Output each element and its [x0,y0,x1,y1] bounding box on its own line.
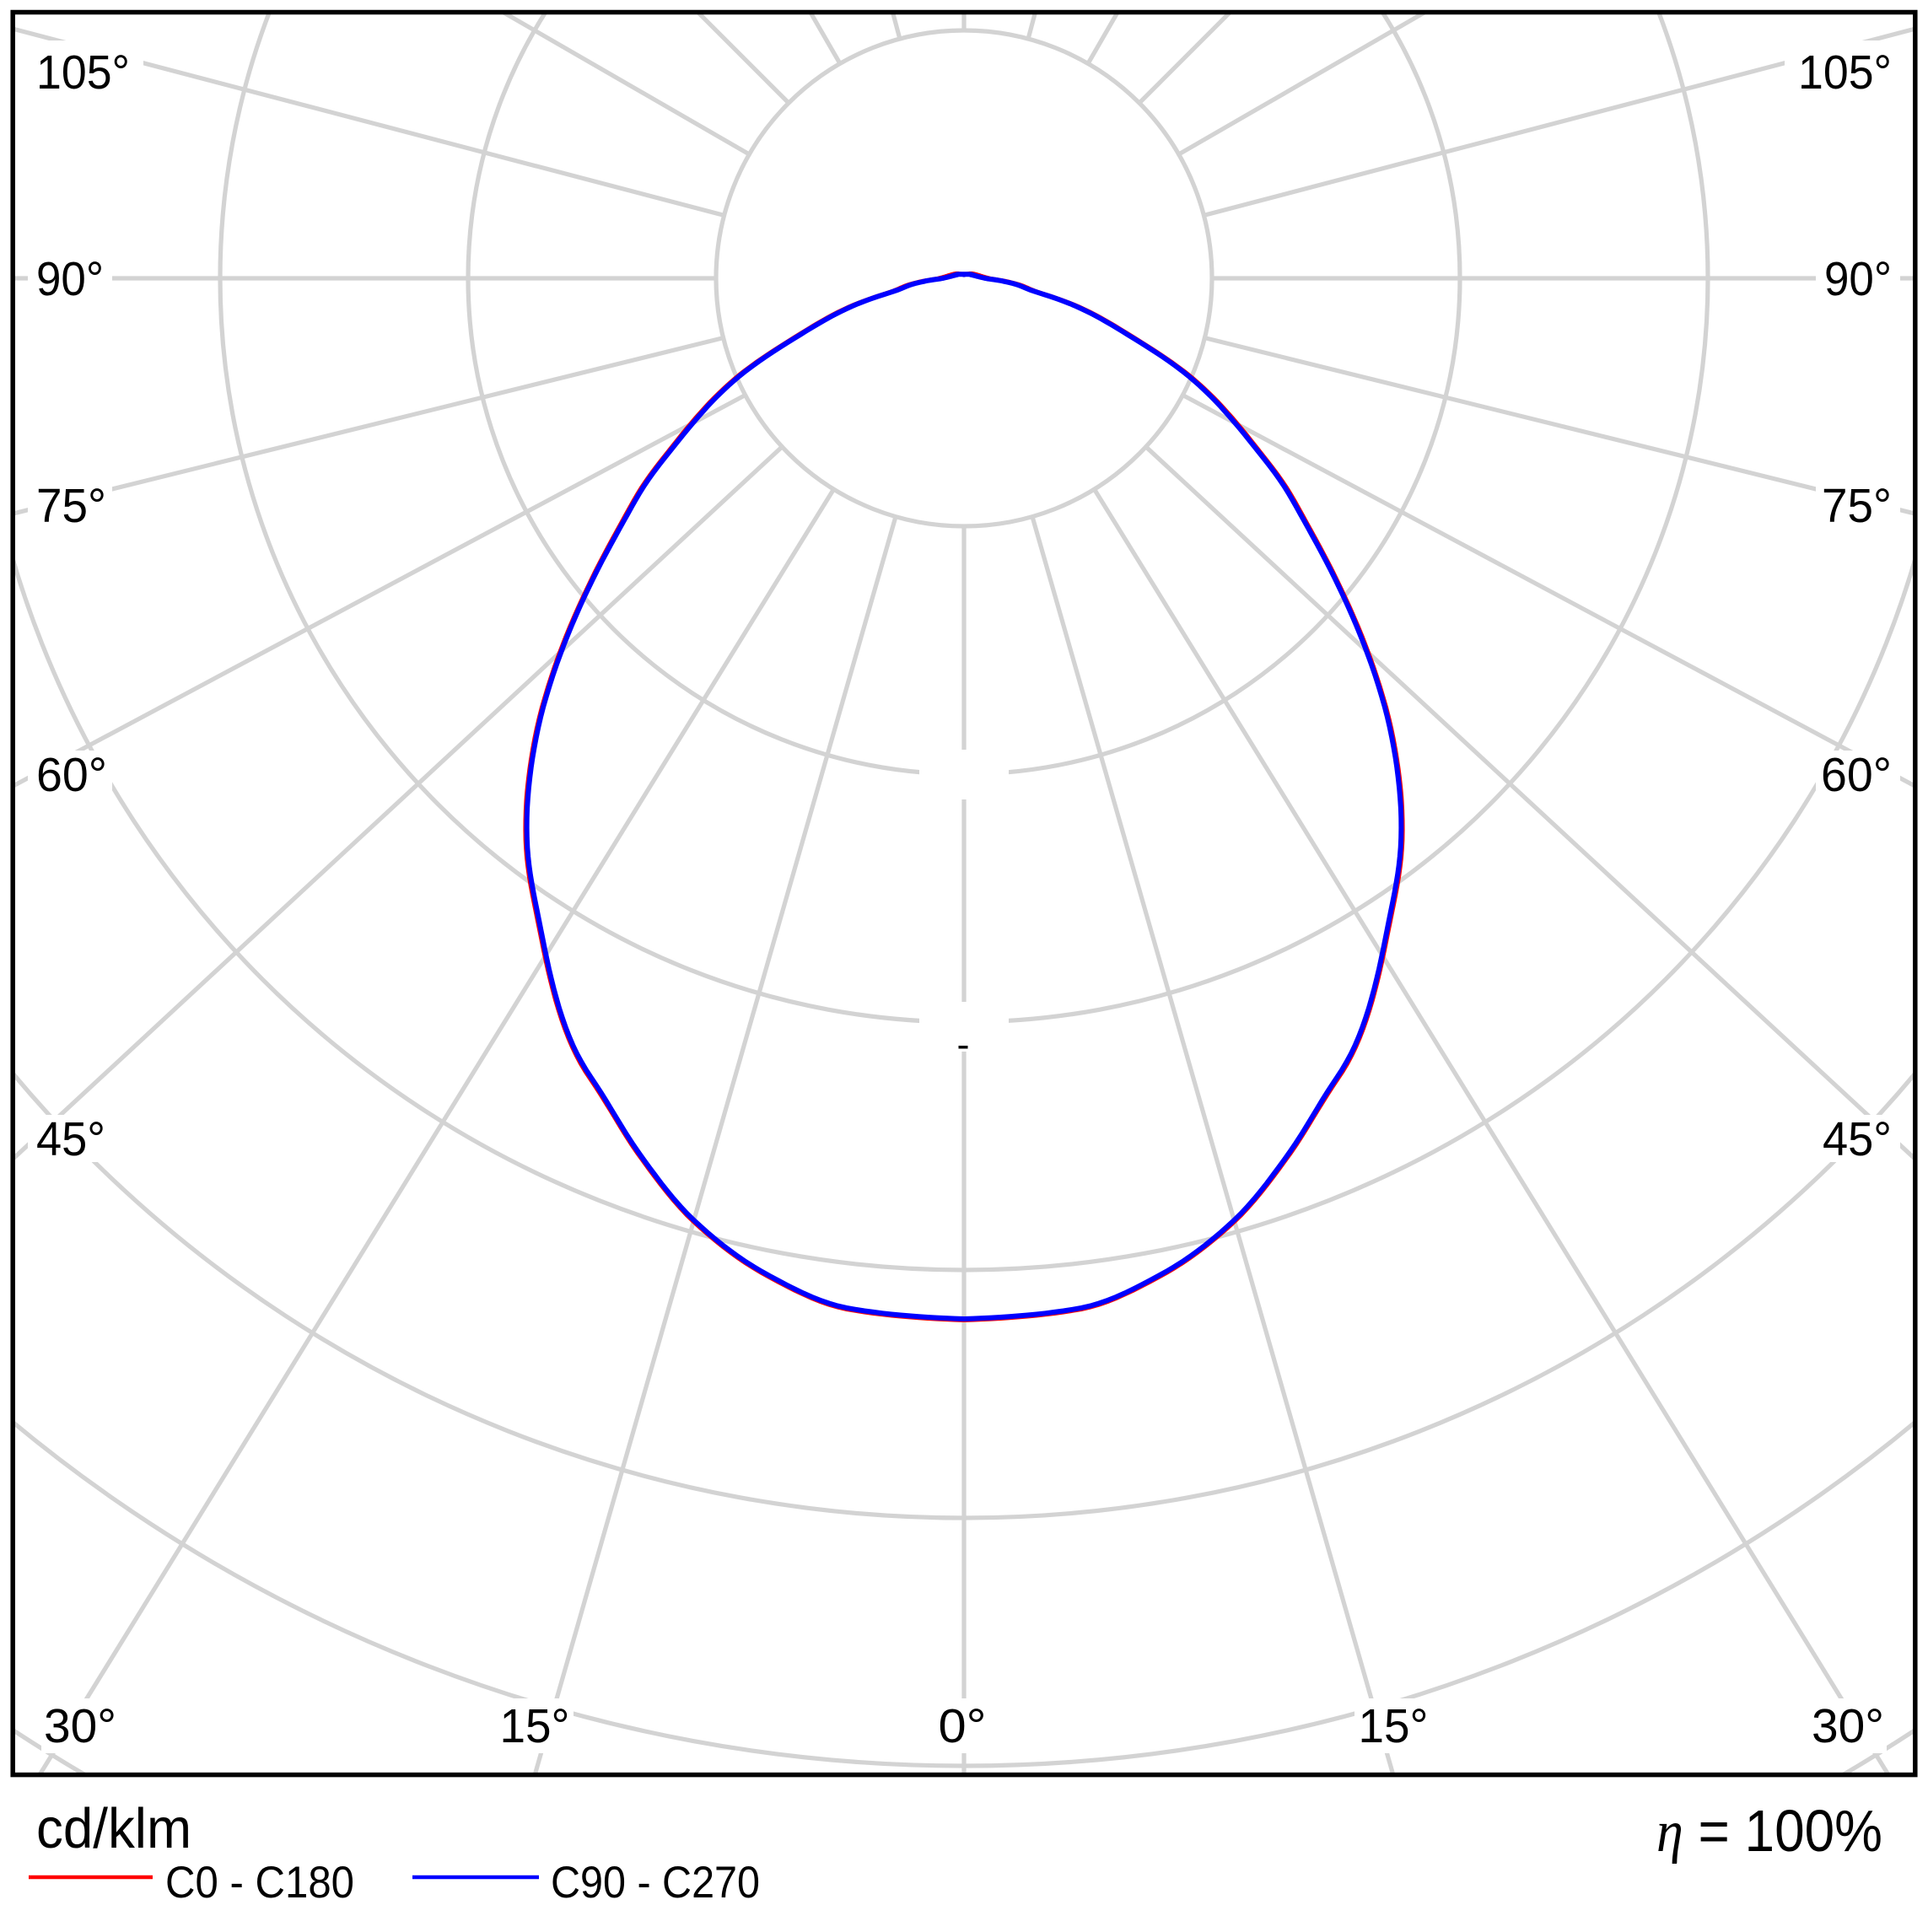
svg-text:90°: 90° [1824,252,1892,306]
svg-text:30°: 30° [1812,1699,1884,1753]
svg-text:105°: 105° [1798,46,1892,100]
svg-text:η = 100%: η = 100% [1656,1798,1882,1865]
svg-text:cd/klm: cd/klm [36,1797,191,1860]
svg-text:60°: 60° [1821,748,1892,802]
svg-text:105°: 105° [36,46,130,100]
svg-text:15°: 15° [500,1699,570,1753]
svg-text:90°: 90° [36,252,104,306]
svg-text:C90 - C270: C90 - C270 [551,1858,760,1908]
svg-text:45°: 45° [36,1112,105,1166]
svg-text:45°: 45° [1823,1112,1892,1166]
svg-text:15°: 15° [1359,1699,1429,1753]
svg-text:C0 - C180: C0 - C180 [165,1858,354,1908]
svg-text:30°: 30° [44,1699,116,1753]
svg-text:0°: 0° [939,1699,987,1753]
svg-text:60°: 60° [36,748,107,802]
svg-text:75°: 75° [36,479,106,533]
svg-text:75°: 75° [1822,479,1892,533]
